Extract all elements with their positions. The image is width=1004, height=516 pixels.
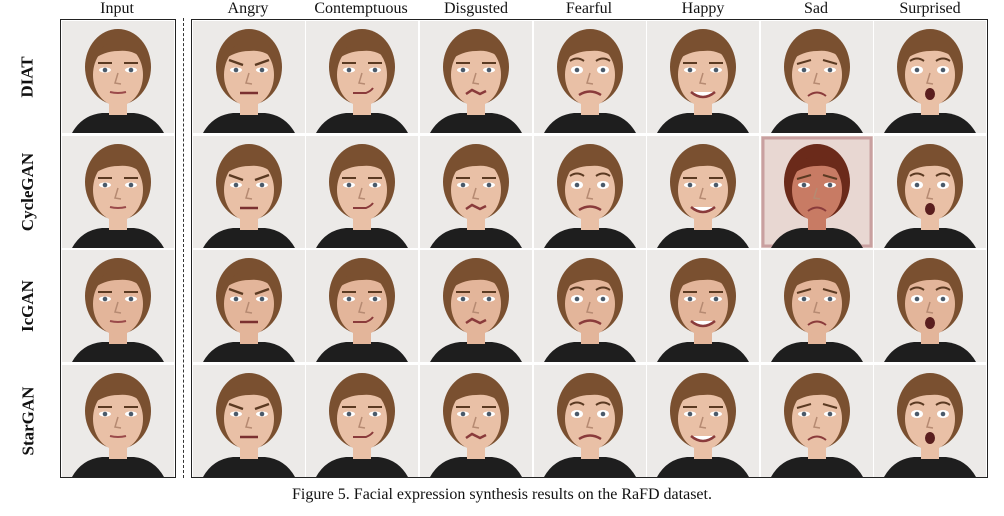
face-image [761,136,873,248]
row-label-cyclegan: CycleGAN [18,152,37,232]
column-header-sad: Sad [804,0,828,17]
face-image [420,365,532,477]
face-image [874,365,986,477]
face-image [306,365,418,477]
column-header-fearful: Fearful [565,0,613,17]
face-image [193,21,305,133]
face-image [874,250,986,362]
face-image [193,365,305,477]
column-header-disgusted: Disgusted [444,0,508,17]
face-image [306,21,418,133]
face-image [420,136,532,248]
face-image [62,21,174,133]
face-image [62,365,174,477]
face-image [193,136,305,248]
column-divider [183,18,184,478]
figure-caption: Figure 5. Facial expression synthesis re… [292,486,712,503]
row-label-icgan: IcGAN [17,280,37,332]
face-image [62,136,174,248]
row-label-diat: DIAT [18,56,37,98]
face-image [647,136,759,248]
face-image [761,365,873,477]
face-image [874,21,986,133]
face-image [534,365,646,477]
face-image [420,21,532,133]
face-image [761,21,873,133]
column-header-happy: Happy [681,0,725,17]
face-image [193,250,305,362]
face-image [534,21,646,133]
column-header-angry: Angry [227,0,269,17]
face-image [874,136,986,248]
face-image [761,250,873,362]
face-image [647,250,759,362]
face-image [647,21,759,133]
face-image [62,250,174,362]
face-image [534,250,646,362]
face-image [534,136,646,248]
face-image [647,365,759,477]
face-image [420,250,532,362]
face-image [306,136,418,248]
face-image [306,250,418,362]
row-label-stargan: StarGAN [18,386,38,456]
column-header-contemptuous: Contemptuous [314,0,408,17]
column-header-surprised: Surprised [899,0,961,17]
column-header-input: Input [100,0,134,17]
